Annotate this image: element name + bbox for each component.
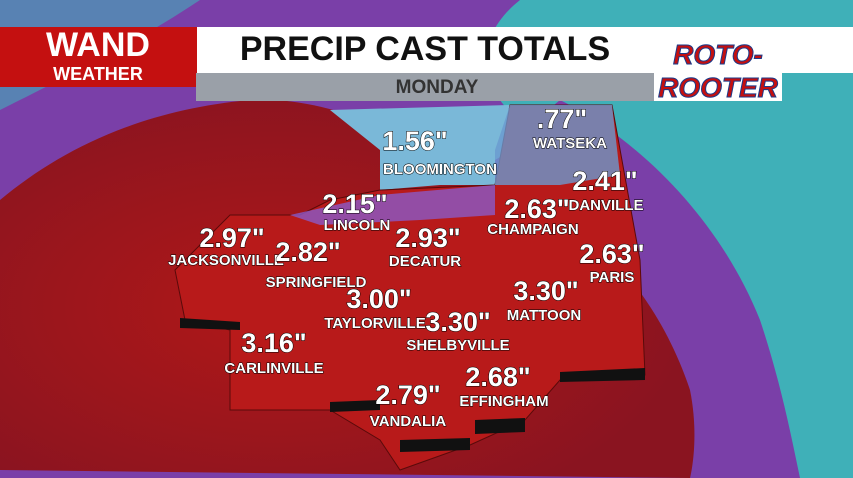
city-name: LINCOLN — [324, 217, 391, 234]
sponsor-box — [654, 35, 782, 101]
city-name: TAYLORVILLE — [324, 315, 425, 332]
city-name: BLOOMINGTON — [383, 161, 497, 178]
logo-top: WAND — [46, 26, 150, 64]
county-cool-east — [495, 105, 620, 185]
city-amount: 2.63" — [504, 194, 569, 224]
city-amount: 2.82" — [275, 237, 340, 267]
sponsor-bottom: ROOTER — [658, 72, 779, 103]
city-name: VANDALIA — [370, 413, 447, 430]
city-amount: 2.68" — [465, 362, 530, 392]
logo-box — [0, 27, 197, 87]
city-name: PARIS — [590, 269, 635, 286]
city-amount: 2.63" — [579, 239, 644, 269]
city-name: EFFINGHAM — [459, 393, 548, 410]
county-purple — [290, 185, 495, 225]
city-amount: 2.93" — [395, 223, 460, 253]
day-bar — [196, 73, 654, 101]
city-amount: 3.00" — [346, 284, 411, 314]
city-amount: 3.30" — [425, 307, 490, 337]
city-name: WATSEKA — [533, 135, 607, 152]
city-amount: 2.79" — [375, 380, 440, 410]
city-amount: 1.56" — [382, 126, 447, 156]
logo-bottom: WEATHER — [53, 64, 143, 84]
city-name: SPRINGFIELD — [266, 274, 367, 291]
city-amount: 2.41" — [572, 166, 637, 196]
city-amount: 2.97" — [199, 223, 264, 253]
city-name: DANVILLE — [569, 197, 644, 214]
city-name: DECATUR — [389, 253, 461, 270]
city-amount: 3.16" — [241, 328, 306, 358]
city-amount: 3.30" — [513, 276, 578, 306]
city-name: SHELBYVILLE — [406, 337, 509, 354]
city-name: CHAMPAIGN — [487, 221, 578, 238]
city-name: MATTOON — [507, 307, 581, 324]
city-name: JACKSONVILLE — [168, 252, 284, 269]
city-amount: 2.15" — [322, 189, 387, 219]
day: MONDAY — [396, 77, 479, 98]
sponsor-top: ROTO- — [673, 39, 763, 70]
title: PRECIP CAST TOTALS — [240, 30, 610, 68]
city-name: CARLINVILLE — [224, 360, 323, 377]
county-cool — [330, 105, 512, 190]
city-amount: .77" — [537, 104, 587, 134]
